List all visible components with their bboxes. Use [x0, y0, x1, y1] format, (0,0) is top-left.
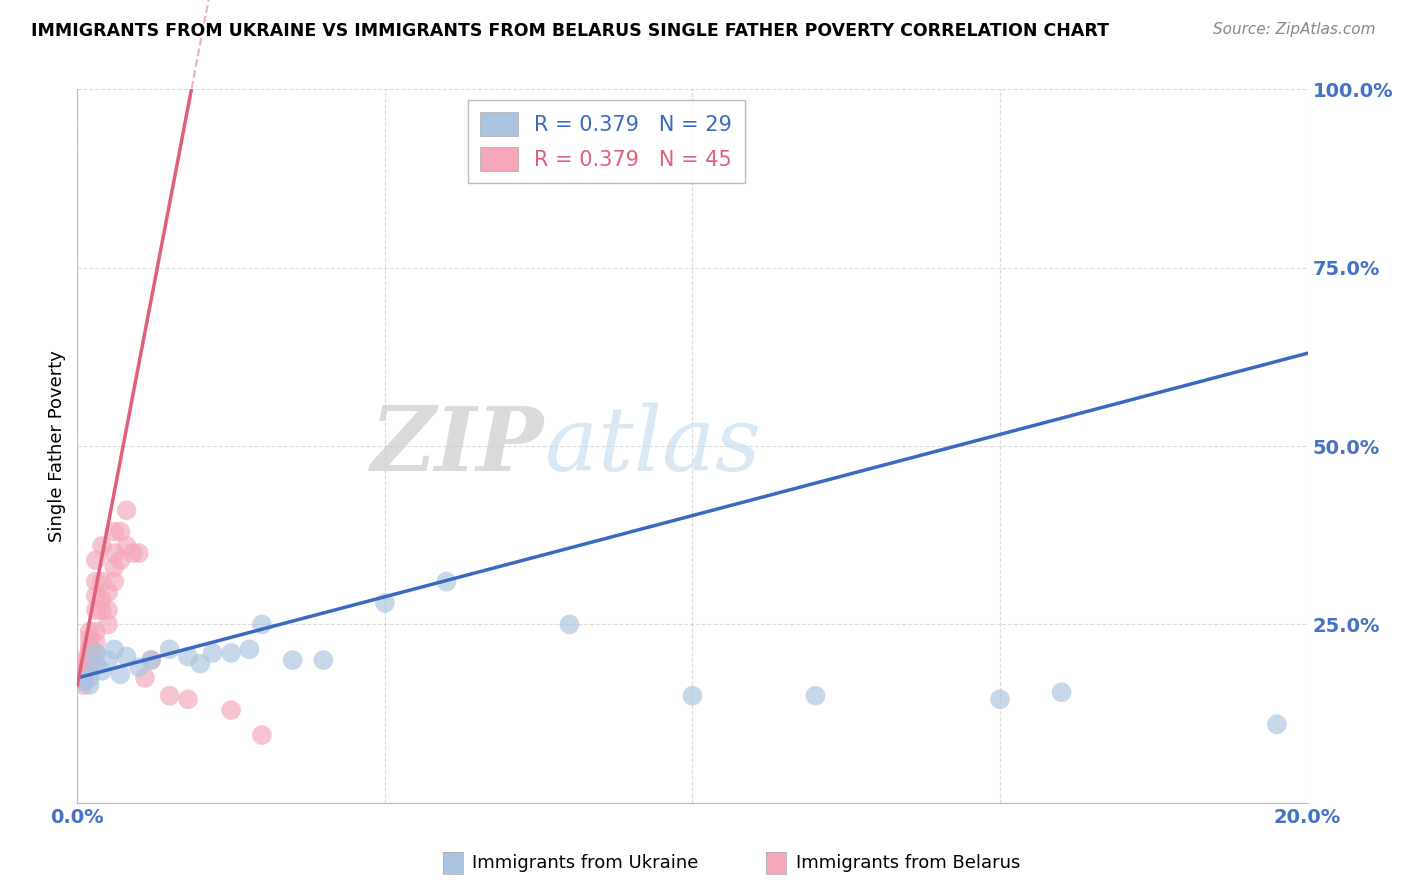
Point — [84, 624, 107, 639]
Point — [804, 689, 827, 703]
Point — [374, 596, 396, 610]
Point — [141, 653, 163, 667]
Point — [72, 678, 94, 692]
Point — [72, 674, 94, 689]
Point — [103, 574, 125, 589]
Point — [159, 689, 181, 703]
Point — [110, 553, 132, 567]
Point — [121, 546, 143, 560]
Point — [115, 503, 138, 517]
Point — [84, 635, 107, 649]
Legend: R = 0.379   N = 29, R = 0.379   N = 45: R = 0.379 N = 29, R = 0.379 N = 45 — [468, 100, 745, 183]
Point — [558, 617, 581, 632]
Point — [79, 671, 101, 685]
Point — [281, 653, 304, 667]
Point — [103, 546, 125, 560]
Y-axis label: Single Father Poverty: Single Father Poverty — [48, 350, 66, 542]
Point — [84, 603, 107, 617]
Point — [682, 689, 704, 703]
Point — [79, 653, 101, 667]
Point — [115, 649, 138, 664]
Point — [219, 703, 242, 717]
Text: atlas: atlas — [546, 402, 761, 490]
Text: Immigrants from Belarus: Immigrants from Belarus — [796, 855, 1021, 872]
Point — [72, 664, 94, 678]
Point — [177, 649, 200, 664]
Point — [436, 574, 458, 589]
Point — [201, 646, 224, 660]
Point — [134, 671, 156, 685]
Point — [90, 574, 114, 589]
Point — [239, 642, 262, 657]
Point — [115, 539, 138, 553]
Point — [1265, 717, 1288, 731]
Point — [90, 603, 114, 617]
Point — [84, 553, 107, 567]
Text: Source: ZipAtlas.com: Source: ZipAtlas.com — [1212, 22, 1375, 37]
Point — [97, 653, 120, 667]
Point — [90, 539, 114, 553]
Text: Immigrants from Ukraine: Immigrants from Ukraine — [472, 855, 699, 872]
Point — [84, 646, 107, 660]
Point — [219, 646, 242, 660]
Point — [128, 546, 150, 560]
Point — [188, 657, 212, 671]
Point — [110, 524, 132, 539]
Point — [312, 653, 335, 667]
Point — [103, 560, 125, 574]
Point — [103, 524, 125, 539]
Point — [1050, 685, 1073, 699]
Point — [84, 574, 107, 589]
Point — [103, 642, 125, 657]
Point — [79, 639, 101, 653]
Point — [79, 660, 101, 674]
Point — [988, 692, 1011, 706]
Point — [250, 617, 273, 632]
Point — [250, 728, 273, 742]
Text: IMMIGRANTS FROM UKRAINE VS IMMIGRANTS FROM BELARUS SINGLE FATHER POVERTY CORRELA: IMMIGRANTS FROM UKRAINE VS IMMIGRANTS FR… — [31, 22, 1109, 40]
Text: ZIP: ZIP — [371, 403, 546, 489]
Point — [72, 667, 94, 681]
Point — [84, 646, 107, 660]
Point — [97, 617, 120, 632]
Point — [97, 585, 120, 599]
Point — [79, 646, 101, 660]
Point — [79, 678, 101, 692]
Point — [79, 632, 101, 646]
Point — [90, 592, 114, 607]
Point — [90, 664, 114, 678]
Point — [72, 674, 94, 689]
Point — [159, 642, 181, 657]
Point — [177, 692, 200, 706]
Point — [72, 657, 94, 671]
Point — [79, 624, 101, 639]
Point — [141, 653, 163, 667]
Point — [72, 660, 94, 674]
Point — [84, 657, 107, 671]
Point — [72, 671, 94, 685]
Point — [110, 667, 132, 681]
Point — [84, 589, 107, 603]
Point — [97, 603, 120, 617]
Point — [128, 660, 150, 674]
Point — [79, 642, 101, 657]
Point — [72, 653, 94, 667]
